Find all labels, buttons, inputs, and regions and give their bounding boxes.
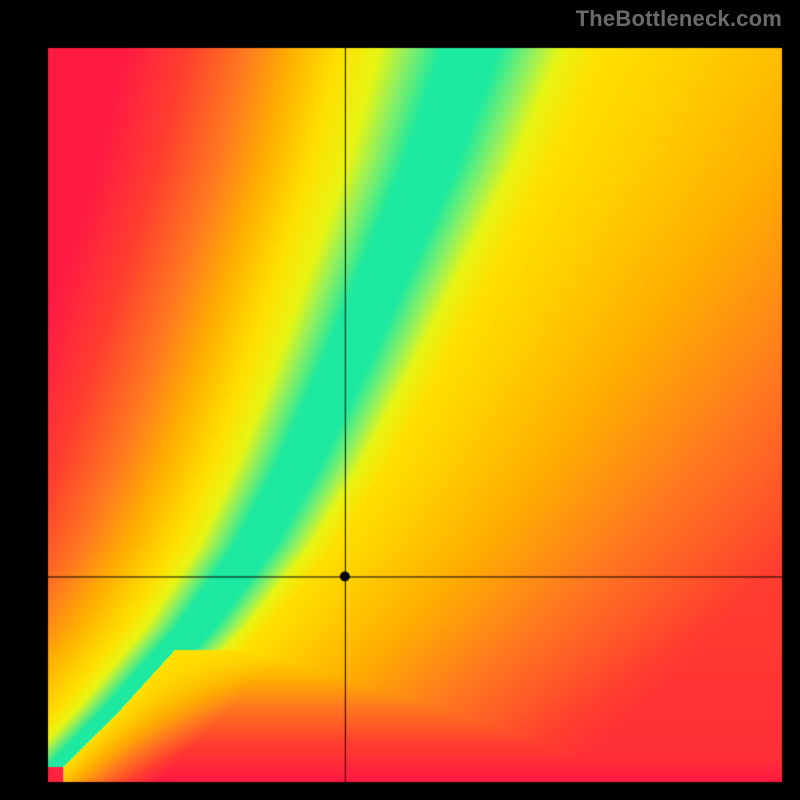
heatmap-canvas bbox=[0, 0, 800, 800]
watermark-text: TheBottleneck.com bbox=[576, 6, 782, 32]
chart-container: TheBottleneck.com bbox=[0, 0, 800, 800]
